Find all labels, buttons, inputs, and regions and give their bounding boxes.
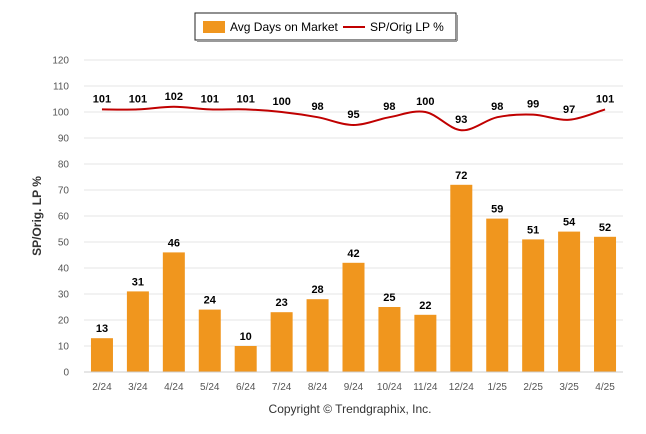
line-value-label: 101 <box>129 93 147 105</box>
x-tick-label: 1/25 <box>487 382 507 393</box>
bar-value-label: 28 <box>311 284 323 296</box>
bar-value-label: 24 <box>204 295 217 307</box>
line-value-label: 102 <box>165 91 183 103</box>
x-tick-label: 4/24 <box>164 382 184 393</box>
line-series: 101 101 102 101 101 100 98 95 98 100 93 98 99 97 101 <box>93 91 614 132</box>
bar-value-label: 42 <box>347 248 359 260</box>
bar-value-label: 13 <box>96 323 108 335</box>
bar-value-label: 59 <box>491 204 503 216</box>
y-tick-label: 10 <box>58 342 70 353</box>
line-value-label: 101 <box>596 93 614 105</box>
y-tick-label: 120 <box>52 56 69 67</box>
bar-value-label: 72 <box>455 170 467 182</box>
bar-value-label: 22 <box>419 300 431 312</box>
line-value-label: 98 <box>491 101 503 113</box>
x-tick-label: 8/24 <box>308 382 328 393</box>
bar[interactable] <box>306 299 329 372</box>
x-tick-label: 3/25 <box>559 382 579 393</box>
legend-label-line: SP/Orig LP % <box>370 20 444 34</box>
x-tick-label: 3/24 <box>128 382 148 393</box>
x-tick-label: 7/24 <box>272 382 292 393</box>
y-tick-label: 50 <box>58 238 70 249</box>
line-value-label: 101 <box>237 93 255 105</box>
y-axis-label: SP/Orig. LP % <box>30 176 44 256</box>
line-value-label: 93 <box>455 114 467 126</box>
bar[interactable] <box>198 309 221 372</box>
bar[interactable] <box>450 184 473 372</box>
bar[interactable] <box>594 236 617 372</box>
line-value-label: 98 <box>383 101 395 113</box>
x-tick-label: 11/24 <box>413 382 438 393</box>
bar[interactable] <box>558 231 581 372</box>
legend-label-bar: Avg Days on Market <box>230 20 338 34</box>
line-value-label: 101 <box>201 93 219 105</box>
line-value-label: 95 <box>347 109 359 121</box>
legend-swatch-bar <box>203 21 225 33</box>
x-tick-label: 12/24 <box>449 382 474 393</box>
y-tick-label: 80 <box>58 160 70 171</box>
x-tick-label: 10/24 <box>377 382 402 393</box>
y-tick-label: 40 <box>58 264 70 275</box>
line-value-label: 97 <box>563 104 575 116</box>
bar-value-label: 31 <box>132 276 144 288</box>
bar[interactable] <box>486 218 509 372</box>
bar[interactable] <box>126 291 149 372</box>
series-line[interactable] <box>101 105 606 132</box>
y-tick-label: 60 <box>58 212 70 223</box>
y-tick-label: 70 <box>58 186 70 197</box>
y-axis-ticks: 0 10 20 30 40 50 60 70 80 90 100 110 120 <box>52 56 69 379</box>
line-value-label: 99 <box>527 99 539 111</box>
y-tick-label: 20 <box>58 316 70 327</box>
bar-value-label: 51 <box>527 224 539 236</box>
line-value-label: 98 <box>311 101 323 113</box>
bar-value-label: 25 <box>383 292 395 304</box>
line-value-label: 101 <box>93 93 111 105</box>
copyright: Copyright © Trendgraphix, Inc. <box>269 402 432 416</box>
x-tick-label: 5/24 <box>200 382 220 393</box>
y-tick-label: 100 <box>52 108 69 119</box>
x-tick-label: 2/24 <box>92 382 112 393</box>
bar[interactable] <box>90 338 113 372</box>
bar-value-label: 54 <box>563 217 576 229</box>
y-tick-label: 30 <box>58 290 70 301</box>
x-tick-label: 6/24 <box>236 382 256 393</box>
legend-box <box>194 12 457 41</box>
bar[interactable] <box>342 262 365 372</box>
bar-value-label: 10 <box>240 331 252 343</box>
bar[interactable] <box>522 239 545 372</box>
x-tick-label: 9/24 <box>344 382 364 393</box>
bar[interactable] <box>414 314 437 372</box>
legend[interactable]: Avg Days on Market SP/Orig LP % <box>194 12 458 42</box>
line-value-label: 100 <box>272 96 290 108</box>
bar-value-label: 46 <box>168 237 180 249</box>
y-tick-label: 90 <box>58 134 70 145</box>
bar-value-label: 23 <box>276 297 288 309</box>
bar[interactable] <box>378 307 401 372</box>
bar[interactable] <box>162 252 185 372</box>
bar-value-label: 52 <box>599 222 611 234</box>
x-tick-label: 2/25 <box>523 382 543 393</box>
bar[interactable] <box>234 346 257 372</box>
bar-series: 13 31 46 24 10 23 28 42 25 22 72 59 51 54 52 <box>90 170 617 372</box>
y-tick-label: 110 <box>53 82 69 93</box>
line-value-label: 100 <box>416 96 434 108</box>
y-tick-label: 0 <box>63 368 69 379</box>
x-tick-label: 4/25 <box>595 382 615 393</box>
bar[interactable] <box>270 312 293 372</box>
x-axis-ticks: 2/24 3/24 4/24 5/24 6/24 7/24 8/24 9/24 10/24 11/… <box>84 371 623 393</box>
